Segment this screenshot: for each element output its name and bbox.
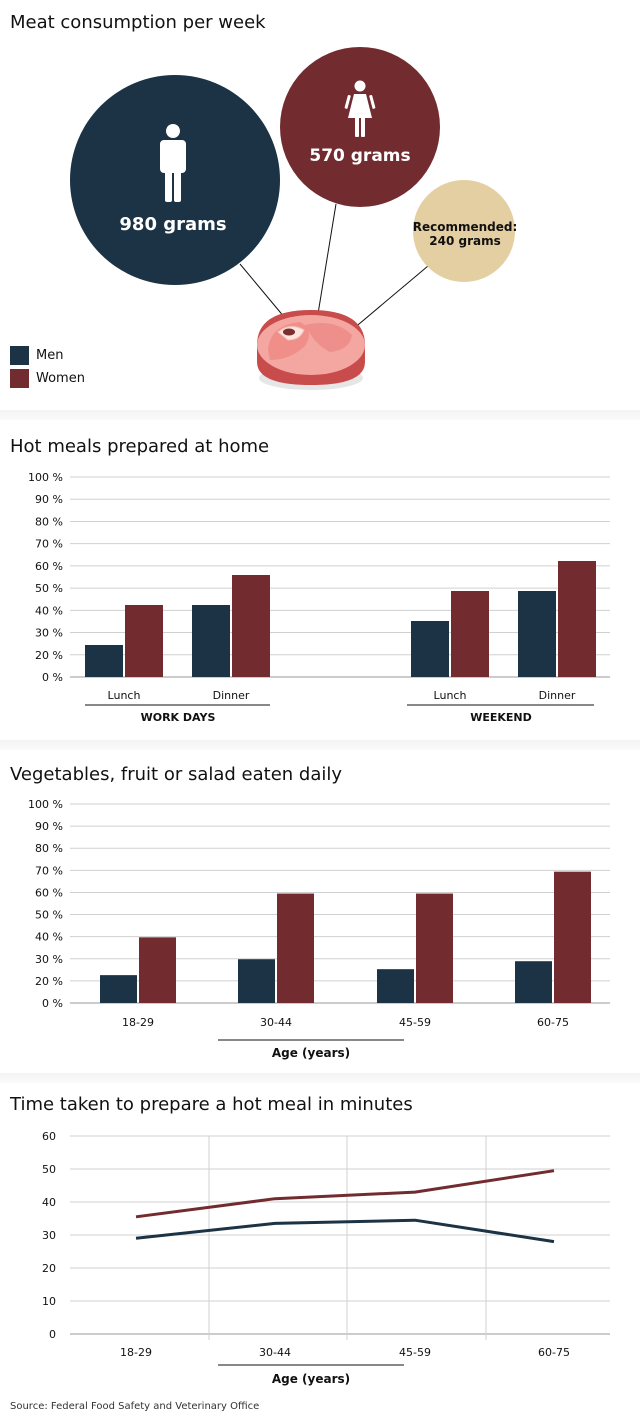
men-grams-label: 980 grams bbox=[119, 214, 226, 235]
bar-men bbox=[515, 961, 552, 1003]
x-tick-label: 18-29 bbox=[122, 1016, 154, 1029]
group-label: WORK DAYS bbox=[141, 711, 216, 724]
x-tick-label: 60-75 bbox=[537, 1016, 569, 1029]
legend-item-women: Women bbox=[10, 368, 85, 388]
vegetables-title: Vegetables, fruit or salad eaten daily bbox=[10, 764, 343, 785]
source-note: Source: Federal Food Safety and Veterina… bbox=[10, 1401, 260, 1412]
women-leader-line bbox=[315, 203, 337, 327]
x-tick-label: Dinner bbox=[539, 689, 576, 702]
legend-label-women: Women bbox=[36, 370, 85, 386]
hot-meals-title: Hot meals prepared at home bbox=[10, 436, 270, 457]
x-tick-label: Dinner bbox=[213, 689, 250, 702]
y-tick-label: 60 % bbox=[35, 560, 63, 573]
y-tick-label: 20 bbox=[42, 1262, 56, 1275]
y-tick-label: 0 bbox=[49, 1328, 56, 1341]
prep-time-panel: Time taken to prepare a hot meal in minu… bbox=[0, 1083, 640, 1425]
y-tick-label: 60 % bbox=[35, 886, 63, 899]
legend: Men Women bbox=[10, 345, 85, 388]
legend-swatch-men bbox=[10, 345, 29, 365]
y-tick-label: 20 % bbox=[35, 649, 63, 662]
x-tick-label: 60-75 bbox=[538, 1346, 570, 1359]
y-tick-label: 40 bbox=[42, 1196, 56, 1209]
y-tick-label: 50 bbox=[42, 1163, 56, 1176]
legend-label-men: Men bbox=[36, 347, 64, 363]
bar-women bbox=[125, 605, 163, 677]
bar-women bbox=[139, 937, 176, 1003]
bar-men bbox=[100, 975, 137, 1003]
vegetables-bar-chart: 100 % 90 % 80 % 70 % 60 % 50 % 40 % 30 % 20 % 0 %… bbox=[28, 798, 610, 1060]
x-tick-label: Lunch bbox=[108, 689, 141, 702]
y-tick-label: 70 % bbox=[35, 538, 63, 551]
section-divider bbox=[0, 1073, 640, 1083]
bar-women bbox=[554, 871, 591, 1003]
line-women bbox=[135, 1169, 555, 1219]
meat-bubble-chart: 980 grams 570 grams Recommended: 240 gra… bbox=[70, 47, 518, 390]
y-tick-label: 80 % bbox=[35, 842, 63, 855]
y-tick-label: 90 % bbox=[35, 493, 63, 506]
x-tick-label: 30-44 bbox=[260, 1016, 292, 1029]
prep-time-line-chart: 60 50 40 30 20 10 0 18-29 30-44 45-59 60-75 Age (ye… bbox=[42, 1130, 610, 1386]
x-tick-label: 18-29 bbox=[120, 1346, 152, 1359]
man-icon bbox=[160, 124, 186, 202]
bar-men bbox=[518, 591, 556, 677]
x-axis-title: Age (years) bbox=[272, 1372, 350, 1386]
y-tick-label: 70 % bbox=[35, 864, 63, 877]
steak-icon bbox=[257, 310, 365, 390]
bar-women bbox=[232, 575, 270, 677]
y-tick-label: 0 % bbox=[42, 997, 63, 1010]
y-tick-label: 0 % bbox=[42, 671, 63, 684]
bar-women bbox=[277, 893, 314, 1003]
y-tick-label: 10 bbox=[42, 1295, 56, 1308]
meat-consumption-title: Meat consumption per week bbox=[10, 12, 266, 33]
y-tick-label: 30 % bbox=[35, 627, 63, 640]
bar-men bbox=[411, 621, 449, 677]
bar-men bbox=[238, 959, 275, 1003]
y-tick-label: 50 % bbox=[35, 909, 63, 922]
bar-women bbox=[558, 561, 596, 677]
bar-men bbox=[192, 605, 230, 677]
woman-icon bbox=[344, 80, 376, 137]
bar-men bbox=[377, 969, 414, 1003]
line-men bbox=[135, 1218, 555, 1244]
y-tick-label: 50 % bbox=[35, 582, 63, 595]
bar-women bbox=[416, 893, 453, 1003]
y-tick-label: 80 % bbox=[35, 515, 63, 528]
recommended-label-2: 240 grams bbox=[429, 234, 500, 248]
y-tick-label: 90 % bbox=[35, 820, 63, 833]
x-tick-label: 45-59 bbox=[399, 1016, 431, 1029]
x-axis-title: Age (years) bbox=[272, 1046, 350, 1060]
section-divider bbox=[0, 410, 640, 420]
vegetables-panel: Vegetables, fruit or salad eaten daily 1… bbox=[0, 750, 640, 1073]
y-tick-label: 20 % bbox=[35, 975, 63, 988]
meat-consumption-panel: Meat consumption per week 980 grams 570 … bbox=[0, 0, 640, 410]
hot-meals-panel: Hot meals prepared at home 100 % 90 % 80 %… bbox=[0, 420, 640, 740]
bar-men bbox=[85, 645, 123, 677]
hot-meals-bar-chart: 100 % 90 % 80 % 70 % 60 % 50 % 40 % 30 % 20 % 0 %… bbox=[28, 471, 610, 724]
prep-time-title: Time taken to prepare a hot meal in minu… bbox=[10, 1094, 413, 1115]
recommended-label-1: Recommended: bbox=[413, 220, 518, 234]
legend-swatch-women bbox=[10, 368, 29, 388]
y-tick-label: 40 % bbox=[35, 604, 63, 617]
x-tick-label: 45-59 bbox=[399, 1346, 431, 1359]
x-tick-label: Lunch bbox=[434, 689, 467, 702]
legend-item-men: Men bbox=[10, 345, 85, 365]
women-grams-label: 570 grams bbox=[309, 146, 410, 166]
bar-women bbox=[451, 591, 489, 677]
recommended-bubble bbox=[413, 180, 515, 282]
y-tick-label: 30 bbox=[42, 1229, 56, 1242]
women-bubble bbox=[280, 47, 440, 207]
y-tick-label: 40 % bbox=[35, 931, 63, 944]
y-tick-label: 30 % bbox=[35, 953, 63, 966]
x-tick-label: 30-44 bbox=[259, 1346, 291, 1359]
y-tick-label: 100 % bbox=[28, 471, 63, 484]
y-tick-label: 100 % bbox=[28, 798, 63, 811]
y-tick-label: 60 bbox=[42, 1130, 56, 1143]
section-divider bbox=[0, 740, 640, 750]
group-label: WEEKEND bbox=[470, 711, 532, 724]
